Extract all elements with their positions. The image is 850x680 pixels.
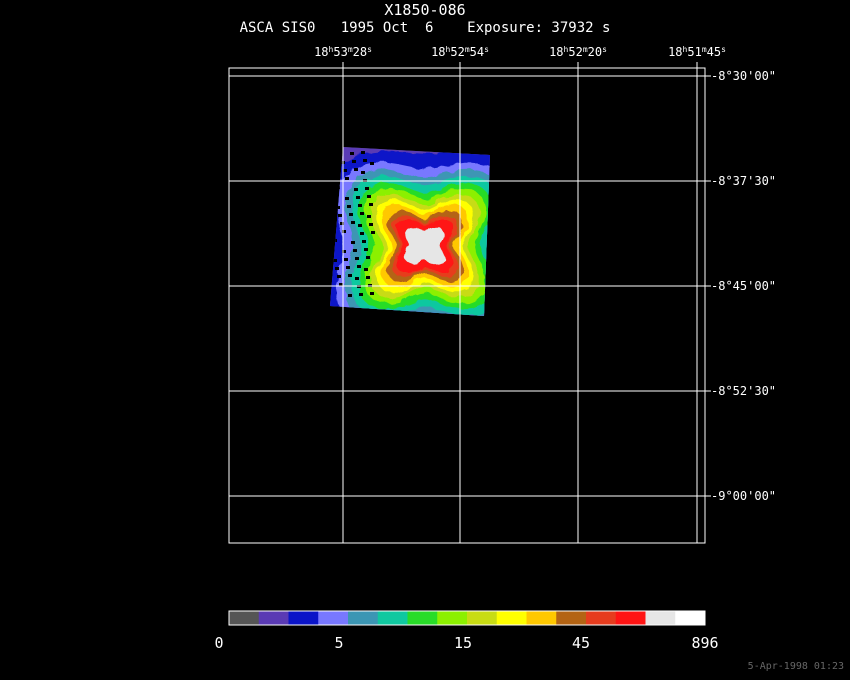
dec-tick-label: -8°37'30" <box>711 174 777 188</box>
empty-pixel <box>338 214 342 217</box>
image-title: X1850-086 <box>384 1 466 19</box>
empty-pixel <box>339 153 343 156</box>
ra-tick-label: 18h53m28s <box>314 45 372 59</box>
colorbar-swatch <box>556 611 587 625</box>
empty-pixel <box>361 171 365 174</box>
empty-pixel <box>332 150 336 153</box>
colorbar-tick-label: 15 <box>453 634 473 652</box>
empty-pixel <box>357 265 361 268</box>
empty-pixel <box>358 224 362 227</box>
empty-pixel <box>350 152 354 155</box>
empty-pixel <box>365 187 369 190</box>
dec-tick-label: -8°45'00" <box>711 279 777 293</box>
empty-pixel <box>371 231 375 234</box>
empty-pixel <box>353 249 357 252</box>
colorbar-swatch <box>675 611 706 625</box>
xray-intensity-image <box>330 147 490 316</box>
colorbar <box>228 610 706 626</box>
timestamp: 5-Apr-1998 01:23 <box>747 661 844 672</box>
empty-pixel <box>333 259 337 262</box>
empty-pixel <box>339 283 343 286</box>
ra-tick-label: 18h52m54s <box>431 45 489 59</box>
empty-pixel <box>369 223 373 226</box>
empty-pixel <box>336 206 340 209</box>
empty-pixel <box>344 258 348 261</box>
dec-tick-label: -8°52'30" <box>711 384 777 398</box>
empty-pixel <box>370 162 374 165</box>
intensity-contour-band <box>405 227 445 265</box>
empty-pixel <box>364 248 368 251</box>
colorbar-swatch <box>348 611 379 625</box>
plot-frame <box>228 67 706 544</box>
dec-tick-label: -9°00'00" <box>711 489 777 503</box>
empty-pixel <box>354 168 358 171</box>
dec-tick-label: -8°30'00" <box>711 69 777 83</box>
empty-pixel <box>370 292 374 295</box>
empty-pixel <box>332 170 336 173</box>
ra-tick-label: 18h52m20s <box>549 45 607 59</box>
empty-pixel <box>333 239 337 242</box>
colorbar-swatch <box>586 611 617 625</box>
empty-pixel <box>337 275 341 278</box>
colorbar-swatch <box>258 611 289 625</box>
empty-pixel <box>366 256 370 259</box>
colorbar-swatch <box>496 611 527 625</box>
empty-pixel <box>367 195 371 198</box>
colorbar-swatch <box>229 611 260 625</box>
empty-pixel <box>359 293 363 296</box>
ra-tick-label: 18h51m45s <box>668 45 726 59</box>
colorbar-swatch <box>615 611 646 625</box>
observation-subtitle: ASCA SIS0 1995 Oct 6 Exposure: 37932 s <box>239 20 611 36</box>
colorbar-tick-label: 5 <box>334 634 344 652</box>
empty-pixel <box>360 232 364 235</box>
coordinate-grid <box>229 62 711 543</box>
colorbar-frame <box>228 610 706 626</box>
empty-pixel <box>354 188 358 191</box>
empty-pixel <box>361 151 365 154</box>
empty-pixel <box>345 197 349 200</box>
empty-pixel <box>343 169 347 172</box>
colorbar-swatch <box>407 611 438 625</box>
colorbar-tick-label: 896 <box>691 634 719 652</box>
empty-pixel <box>363 159 367 162</box>
empty-pixel <box>362 240 366 243</box>
empty-pixel <box>336 186 340 189</box>
colorbar-swatch <box>645 611 676 625</box>
colorbar-swatch <box>288 611 319 625</box>
empty-pixel <box>351 241 355 244</box>
empty-pixel <box>342 250 346 253</box>
empty-pixel <box>349 213 353 216</box>
empty-pixel <box>347 205 351 208</box>
empty-pixel <box>340 222 344 225</box>
empty-pixel <box>360 212 364 215</box>
empty-pixel <box>352 160 356 163</box>
empty-pixel <box>366 276 370 279</box>
empty-pixel <box>342 230 346 233</box>
empty-pixel <box>348 294 352 297</box>
colorbar-swatch <box>318 611 349 625</box>
empty-pixel <box>345 177 349 180</box>
empty-pixel <box>335 267 339 270</box>
colorbar-swatch <box>377 611 408 625</box>
empty-pixel <box>358 204 362 207</box>
empty-pixel <box>355 257 359 260</box>
empty-pixel <box>369 203 373 206</box>
empty-pixel <box>346 266 350 269</box>
empty-pixel <box>348 274 352 277</box>
colorbar-swatch <box>526 611 557 625</box>
empty-pixel <box>356 196 360 199</box>
empty-pixel <box>364 268 368 271</box>
colorbar-swatch <box>437 611 468 625</box>
colorbar-tick-label: 45 <box>571 634 591 652</box>
empty-pixel <box>351 221 355 224</box>
colorbar-swatch <box>467 611 498 625</box>
empty-pixel <box>367 215 371 218</box>
empty-pixel <box>355 277 359 280</box>
colorbar-tick-label: 0 <box>214 634 224 652</box>
